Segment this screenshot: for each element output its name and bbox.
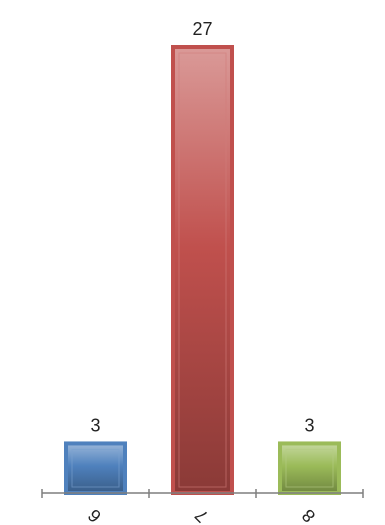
data-label-6: 3 xyxy=(90,415,100,435)
bar-7-highlight xyxy=(178,52,227,488)
bar-6 xyxy=(64,441,127,496)
x-axis-ticks xyxy=(41,489,364,498)
bars-group xyxy=(64,45,341,496)
data-label-7: 27 xyxy=(192,19,212,39)
bar-8-highlight xyxy=(285,448,334,488)
x-tick-label-7: 7 xyxy=(191,505,212,525)
bar-7 xyxy=(171,45,234,495)
value-labels-group: 3 27 3 xyxy=(90,19,314,435)
x-tick-label-8: 8 xyxy=(298,505,319,525)
data-label-8: 3 xyxy=(304,415,314,435)
x-axis-tick-labels: 6 7 8 xyxy=(84,505,319,525)
x-tick-label-6: 6 xyxy=(84,505,105,525)
bar-6-highlight xyxy=(71,448,120,488)
bar-8 xyxy=(278,441,341,496)
